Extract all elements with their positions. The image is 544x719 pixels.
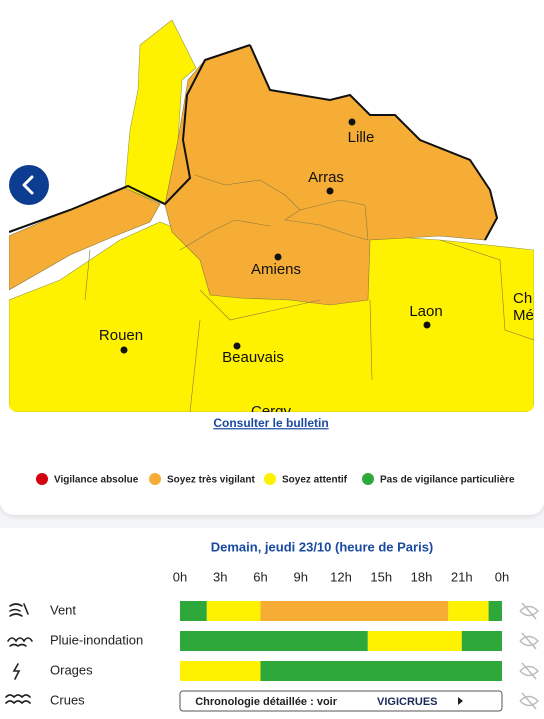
segment <box>367 631 462 651</box>
hour-label: 18h <box>411 569 433 584</box>
city-dot <box>423 321 431 329</box>
segment <box>448 601 489 621</box>
hide-toggle[interactable] <box>519 692 540 710</box>
city-label: Mé <box>513 307 534 324</box>
city-label: Rouen <box>99 327 143 344</box>
city-dot <box>274 253 282 261</box>
city-label: Amiens <box>251 261 301 278</box>
hour-label: 15h <box>370 569 392 584</box>
segment <box>260 601 449 621</box>
city-label: Arras <box>308 169 344 186</box>
city-label: Ch <box>513 290 532 307</box>
hazard-label: Crues <box>50 692 85 707</box>
hour-label: 21h <box>451 569 473 584</box>
crues-box <box>179 690 503 712</box>
hazard-icon <box>5 694 31 705</box>
hazard-label: Pluie-inondation <box>50 632 143 647</box>
segment <box>488 601 502 621</box>
city-dot <box>326 187 334 195</box>
hour-label: 3h <box>213 569 227 584</box>
hazard-label: Vent <box>50 602 76 617</box>
legend-dot <box>36 473 48 485</box>
legend-label: Soyez attentif <box>282 475 348 486</box>
hour-label: 9h <box>294 569 308 584</box>
timeline: 0h 3h 6h 9h 12h 15h 18h 21h 0h Vent Pluie-inondati… <box>5 569 540 712</box>
legend-dot <box>264 473 276 485</box>
coastline <box>9 44 499 241</box>
eye-icon <box>519 602 540 620</box>
hazard-label: Orages <box>50 662 93 677</box>
hazard-icon <box>12 663 21 680</box>
hide-toggle[interactable] <box>519 662 540 680</box>
legend-dot <box>149 473 161 485</box>
hour-label: 12h <box>330 569 352 584</box>
hazard-bar <box>180 631 502 651</box>
city-label: Laon <box>409 303 442 320</box>
hour-label: 6h <box>253 569 267 584</box>
crues-brand: VIGICRUES <box>377 696 438 708</box>
city-dot <box>120 346 128 354</box>
eye-icon <box>519 692 540 710</box>
timeline-card <box>0 528 544 719</box>
city-label: Lille <box>348 129 375 146</box>
crues-note: Chronologie détaillée : voir <box>195 696 338 708</box>
legend-label: Pas de vigilance particulière <box>380 475 515 486</box>
crues-arrow <box>458 697 463 705</box>
city-dot <box>233 342 241 350</box>
map: Lille Arras Amiens Rouen Beauvais Laon C… <box>9 0 534 420</box>
segment <box>461 631 502 651</box>
hazard-bar <box>180 601 502 621</box>
eye-icon <box>519 662 540 680</box>
eye-icon <box>519 632 540 650</box>
hazard-icon <box>7 637 33 647</box>
city-dot <box>348 118 356 126</box>
legend-label: Soyez très vigilant <box>167 475 255 486</box>
legend: Vigilance absolue Soyez très vigilant Soye… <box>36 473 515 486</box>
segment <box>180 631 368 651</box>
bulletin-link[interactable]: Consulter le bulletin <box>213 416 328 430</box>
segment <box>180 661 261 681</box>
timeline-title: Demain, jeudi 23/10 (heure de Paris) <box>211 539 434 554</box>
city-label: Beauvais <box>222 349 284 366</box>
legend-dot <box>362 473 374 485</box>
hide-toggle[interactable] <box>519 632 540 650</box>
legend-label: Vigilance absolue <box>54 475 139 486</box>
segment <box>180 601 207 621</box>
back-button[interactable] <box>9 165 49 205</box>
hazard-bar <box>180 661 502 681</box>
segment <box>206 601 261 621</box>
hide-toggle[interactable] <box>519 602 540 620</box>
hour-label: 0h <box>495 569 509 584</box>
hazard-icon <box>9 603 29 617</box>
hour-label: 0h <box>173 569 187 584</box>
city-label: Cergy <box>251 403 292 420</box>
segment <box>260 661 502 681</box>
